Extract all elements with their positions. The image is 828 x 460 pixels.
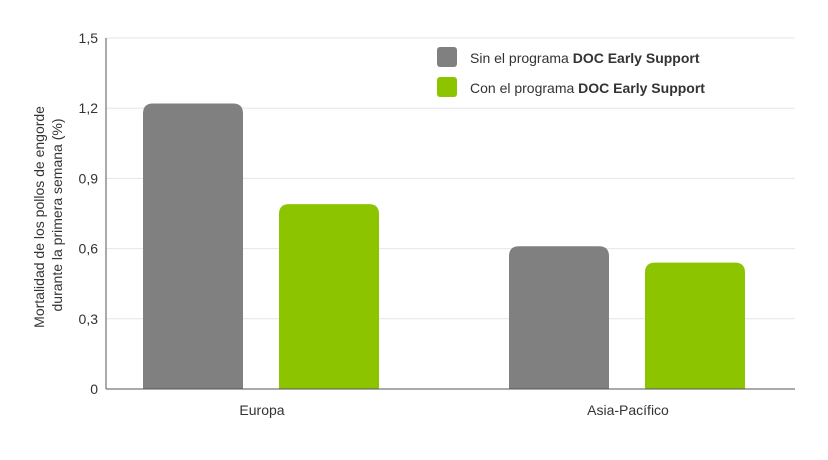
legend-item-con-programa: Con el programa DOC Early Support bbox=[437, 77, 705, 97]
bar-europa-sin-programa bbox=[143, 103, 243, 390]
legend-label-con-programa: Con el programa DOC Early Support bbox=[470, 80, 705, 96]
y-tick-label: 0 bbox=[90, 381, 98, 397]
bar-asia-pacifico-con-programa bbox=[645, 262, 745, 389]
axes: 0 0,3 0,6 0,9 1,2 1,5 Europa Asia-Pacífico bbox=[79, 30, 795, 418]
y-tick-label: 0,6 bbox=[79, 241, 99, 257]
legend-item-sin-programa: Sin el programa DOC Early Support bbox=[437, 47, 700, 67]
y-tick-label: 0,3 bbox=[79, 311, 99, 327]
y-axis-title-line-1: Mortalidad de los pollos de engorde bbox=[31, 106, 47, 328]
bar-asia-pacifico-sin-programa bbox=[509, 246, 609, 389]
bar-europa-con-programa bbox=[279, 204, 379, 389]
y-tick-label: 0,9 bbox=[79, 170, 99, 186]
x-tick-label-europa: Europa bbox=[239, 402, 284, 418]
legend: Sin el programa DOC Early Support Con el… bbox=[437, 47, 705, 97]
x-tick-label-asia-pacifico: Asia-Pacífico bbox=[587, 402, 669, 418]
y-axis-title-line-2: durante la primera semana (%) bbox=[49, 119, 65, 312]
legend-label-sin-programa: Sin el programa DOC Early Support bbox=[470, 50, 700, 66]
y-tick-label: 1,5 bbox=[79, 30, 99, 46]
legend-swatch-sin-programa bbox=[437, 47, 457, 67]
bars bbox=[143, 103, 745, 390]
y-axis-title: Mortalidad de los pollos de engorde dura… bbox=[31, 102, 65, 328]
y-tick-label: 1,2 bbox=[79, 100, 99, 116]
legend-swatch-con-programa bbox=[437, 77, 457, 97]
